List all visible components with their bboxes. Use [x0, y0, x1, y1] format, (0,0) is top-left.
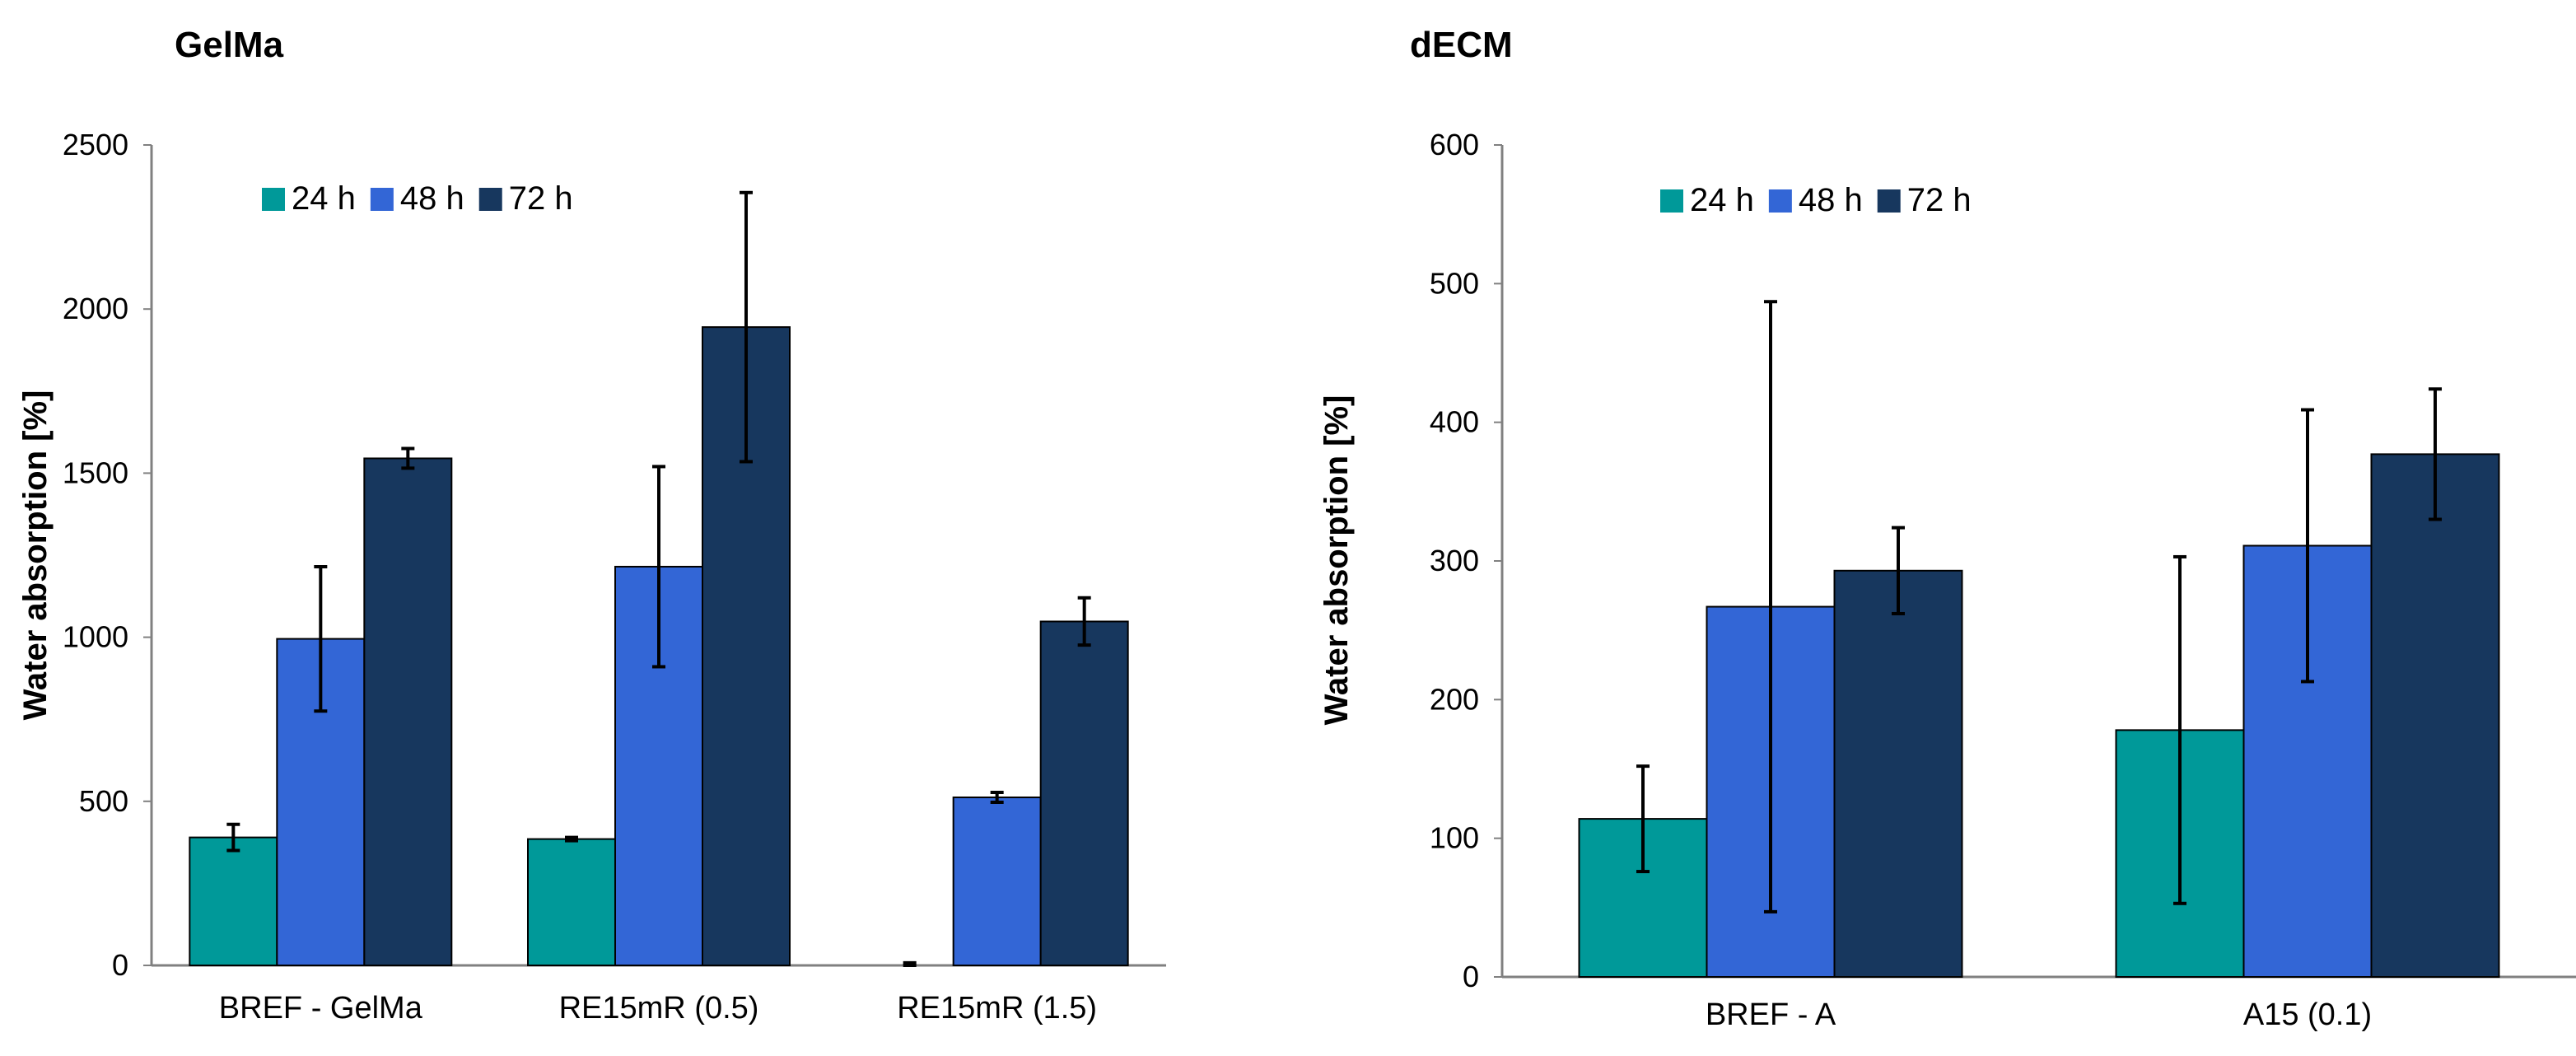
- y-tick-label: 600: [1430, 128, 1479, 161]
- y-tick-label: 1000: [63, 620, 128, 654]
- x-category-label: RE15mR (0.5): [559, 991, 759, 1026]
- y-tick-label: 300: [1430, 544, 1479, 577]
- legend-label: 24 h: [1690, 182, 1754, 218]
- legend-swatch: [1877, 189, 1901, 213]
- bar-72h: [2370, 453, 2500, 978]
- y-axis-label: Water absorption [%]: [1318, 395, 1355, 726]
- legend-swatch: [370, 188, 394, 211]
- legend-label: 48 h: [400, 180, 464, 217]
- y-tick-label: 500: [1430, 266, 1479, 300]
- decm-chart-panel: dECM 0 100 200 300 400 500 600 Water absorption…: [1288, 0, 2576, 1056]
- legend-label: 48 h: [1799, 182, 1863, 218]
- y-tick-label: 500: [79, 784, 128, 818]
- legend-swatch: [478, 188, 502, 211]
- x-category-label: BREF - GelMa: [219, 991, 423, 1026]
- chart-title: GelMa: [175, 25, 284, 65]
- bar-24h: [527, 838, 616, 967]
- bar-72h: [702, 326, 791, 966]
- y-tick-label: 100: [1430, 821, 1479, 855]
- y-tick-label: 0: [112, 948, 128, 982]
- legend-label: 24 h: [292, 180, 356, 217]
- y-tick-label: 200: [1430, 682, 1479, 716]
- legend-label: 72 h: [509, 180, 573, 217]
- bar-72h: [1833, 569, 1963, 978]
- y-axis-label: Water absorption [%]: [17, 390, 54, 721]
- gelma-chart-panel: GelMa 0 500 1000 1500 2000 2500 Water absorpti…: [17, 25, 1166, 1026]
- y-tick-label: 0: [1463, 960, 1479, 993]
- gelma-chart: 0 500 1000 1500 2000 2500 Water absorption [%]…: [17, 128, 1166, 1026]
- bar-48h: [952, 797, 1042, 967]
- y-tick-label: 2000: [63, 292, 128, 325]
- decm-chart: 0 100 200 300 400 500 600 Water absorption [%] B…: [1318, 128, 2576, 1032]
- x-category-label: RE15mR (1.5): [897, 991, 1097, 1026]
- legend-label: 72 h: [1907, 182, 1972, 218]
- y-tick-label: 2500: [63, 128, 128, 161]
- y-tick-label: 400: [1430, 405, 1479, 439]
- bar-72h: [1039, 620, 1129, 966]
- legend-swatch: [262, 188, 285, 211]
- bar-24h: [189, 836, 278, 967]
- bar-72h: [363, 457, 453, 966]
- x-category-label: A15 (0.1): [2243, 998, 2372, 1032]
- legend-swatch: [1660, 189, 1683, 213]
- x-category-label: BREF - A: [1706, 998, 1836, 1032]
- chart-title: dECM: [1410, 25, 1513, 65]
- legend-swatch: [1768, 189, 1792, 213]
- y-tick-label: 1500: [63, 456, 128, 489]
